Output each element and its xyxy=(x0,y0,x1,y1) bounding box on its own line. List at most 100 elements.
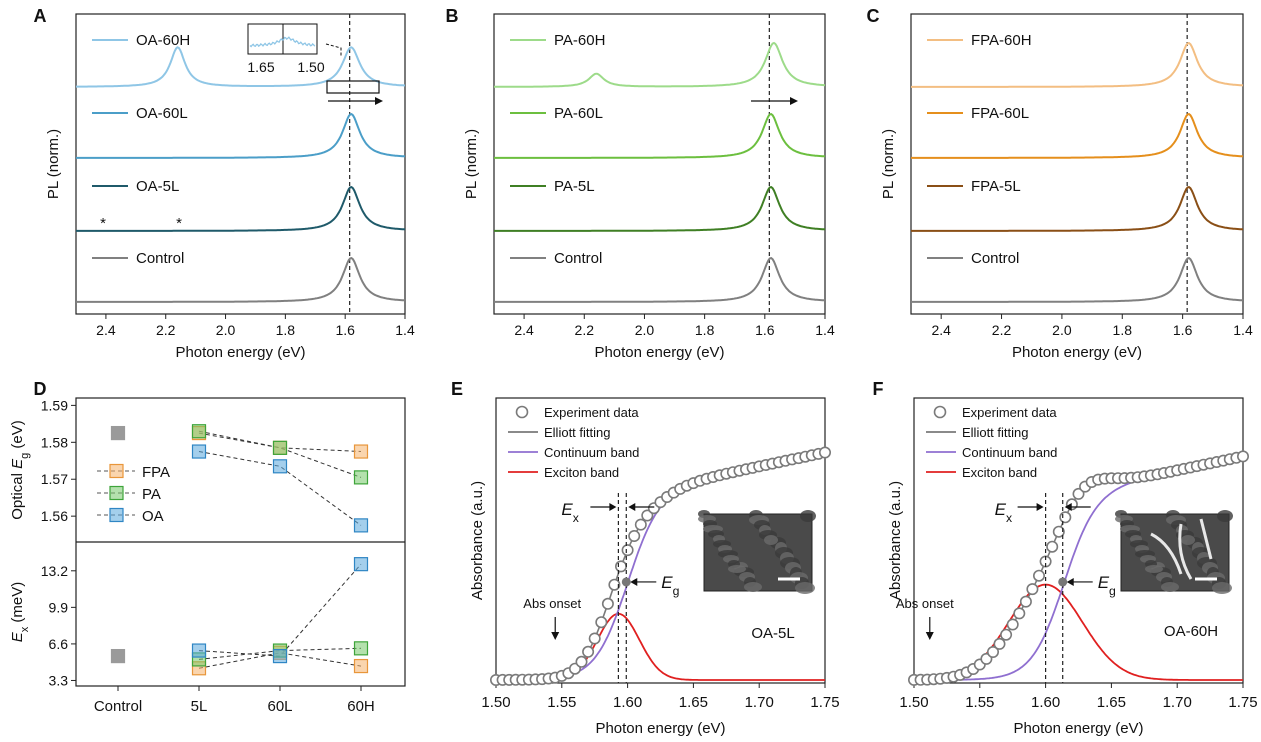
series-line-Control xyxy=(494,257,826,303)
y-axis-label-top: Optical Eg (eV) xyxy=(9,420,31,520)
series-line-Control xyxy=(911,257,1244,303)
plot-frame xyxy=(75,13,406,315)
star-annotation: * xyxy=(176,215,182,232)
marker-FPA xyxy=(353,444,369,459)
x-tick-label: 1.8 xyxy=(276,322,296,338)
abs-onset-label: Abs onset xyxy=(523,596,581,611)
data-point xyxy=(1026,583,1039,596)
data-point xyxy=(1033,569,1046,582)
legend-label: Exciton band xyxy=(962,465,1037,480)
connector-PA xyxy=(198,430,362,478)
y-axis-label-bottom: Ex (meV) xyxy=(9,582,31,643)
inset-curve xyxy=(249,36,316,48)
x-tick-label: 1.6 xyxy=(335,322,355,338)
marker-OA xyxy=(191,444,207,459)
legend-label-FPA-60H: FPA-60H xyxy=(971,32,1032,49)
x-tick-label: 60L xyxy=(267,698,292,715)
x-tick-label: 1.70 xyxy=(1163,694,1192,711)
y-tick-label: 1.56 xyxy=(41,508,68,524)
inset-tick-label: 1.50 xyxy=(297,59,324,75)
y-axis-label: Absorbance (a.u.) xyxy=(887,481,904,600)
marker-Control xyxy=(110,425,126,441)
x-tick-label: 1.6 xyxy=(755,322,775,338)
series-line-PA-60L xyxy=(494,113,826,159)
legend-marker-experiment xyxy=(515,405,529,419)
legend-label: Exciton band xyxy=(544,465,619,480)
eg-label: Eg xyxy=(1098,573,1116,598)
x-tick-label: 1.60 xyxy=(1031,694,1060,711)
data-point xyxy=(595,616,608,629)
plot-frame xyxy=(910,13,1244,315)
x-tick-label: 2.2 xyxy=(992,322,1012,338)
x-tick-label: 2.2 xyxy=(575,322,595,338)
series-line-FPA-60L xyxy=(911,113,1244,159)
legend-label-FPA-5L: FPA-5L xyxy=(971,178,1021,195)
marker-PA xyxy=(191,424,207,439)
arrow-icon xyxy=(609,503,617,511)
sem-grain xyxy=(1212,582,1232,594)
x-tick-label: 1.4 xyxy=(815,322,835,338)
legend-label-Control: Control xyxy=(554,250,602,267)
connector-PA xyxy=(198,647,362,660)
legend-marker-OA xyxy=(109,507,124,523)
ex-label: Ex xyxy=(561,500,578,525)
sem-grain xyxy=(795,582,815,594)
data-point xyxy=(608,578,621,591)
sample-label: OA-5L xyxy=(751,625,794,642)
sem-grain xyxy=(744,582,762,592)
series-line-FPA-5L xyxy=(911,186,1244,232)
legend-label-OA: OA xyxy=(142,508,164,525)
x-tick-label: 2.4 xyxy=(931,322,951,338)
sem-grain xyxy=(764,535,778,545)
arrow-icon xyxy=(628,503,636,511)
legend-label: Experiment data xyxy=(962,405,1057,420)
data-point xyxy=(818,446,831,459)
data-point xyxy=(634,518,647,531)
arrow-icon xyxy=(1064,503,1072,511)
arrow-icon xyxy=(551,632,560,640)
data-point xyxy=(993,637,1006,650)
data-point xyxy=(588,632,601,645)
x-axis-label: Photon energy (eV) xyxy=(595,720,725,737)
panel-letter-C: C xyxy=(867,6,880,26)
x-tick-label: 1.55 xyxy=(965,694,994,711)
legend-label: Continuum band xyxy=(544,445,639,460)
legend-label-PA: PA xyxy=(142,486,161,503)
zoom-box xyxy=(326,80,380,94)
marker-FPA xyxy=(353,658,369,674)
x-tick-label: 1.75 xyxy=(1228,694,1257,711)
y-axis-label: Absorbance (a.u.) xyxy=(469,481,486,600)
y-axis-label: PL (norm.) xyxy=(45,129,62,199)
x-tick-label: 1.75 xyxy=(810,694,839,711)
data-point xyxy=(1006,618,1019,631)
legend-label-PA-5L: PA-5L xyxy=(554,178,595,195)
x-axis-label: Photon energy (eV) xyxy=(175,344,305,361)
data-point xyxy=(601,597,614,610)
y-tick-label: 1.58 xyxy=(41,434,68,450)
series-line-OA-60L xyxy=(76,113,406,159)
legend-label-PA-60L: PA-60L xyxy=(554,105,603,122)
arrow-icon xyxy=(790,97,798,105)
legend-label: Experiment data xyxy=(544,405,639,420)
marker-OA xyxy=(191,643,207,658)
x-tick-label: 1.50 xyxy=(481,694,510,711)
star-annotation: * xyxy=(100,215,106,232)
arrow-icon xyxy=(925,632,934,640)
x-tick-label: 1.4 xyxy=(1233,322,1253,338)
series-line-PA-5L xyxy=(494,186,826,232)
sem-feature xyxy=(1150,518,1213,580)
x-tick-label: 2.4 xyxy=(514,322,534,338)
exciton-band-line xyxy=(496,612,825,681)
data-point xyxy=(1000,628,1013,641)
data-point xyxy=(1237,450,1250,463)
marker-OA xyxy=(272,459,288,474)
data-point xyxy=(1019,595,1032,608)
data-point xyxy=(614,560,627,573)
x-tick-label: 2.0 xyxy=(216,322,236,338)
eg-point xyxy=(1058,577,1068,587)
y-axis-label: PL (norm.) xyxy=(463,129,480,199)
data-point xyxy=(1013,607,1026,620)
y-tick-label: 3.3 xyxy=(49,672,69,688)
inset-connector xyxy=(325,43,342,56)
